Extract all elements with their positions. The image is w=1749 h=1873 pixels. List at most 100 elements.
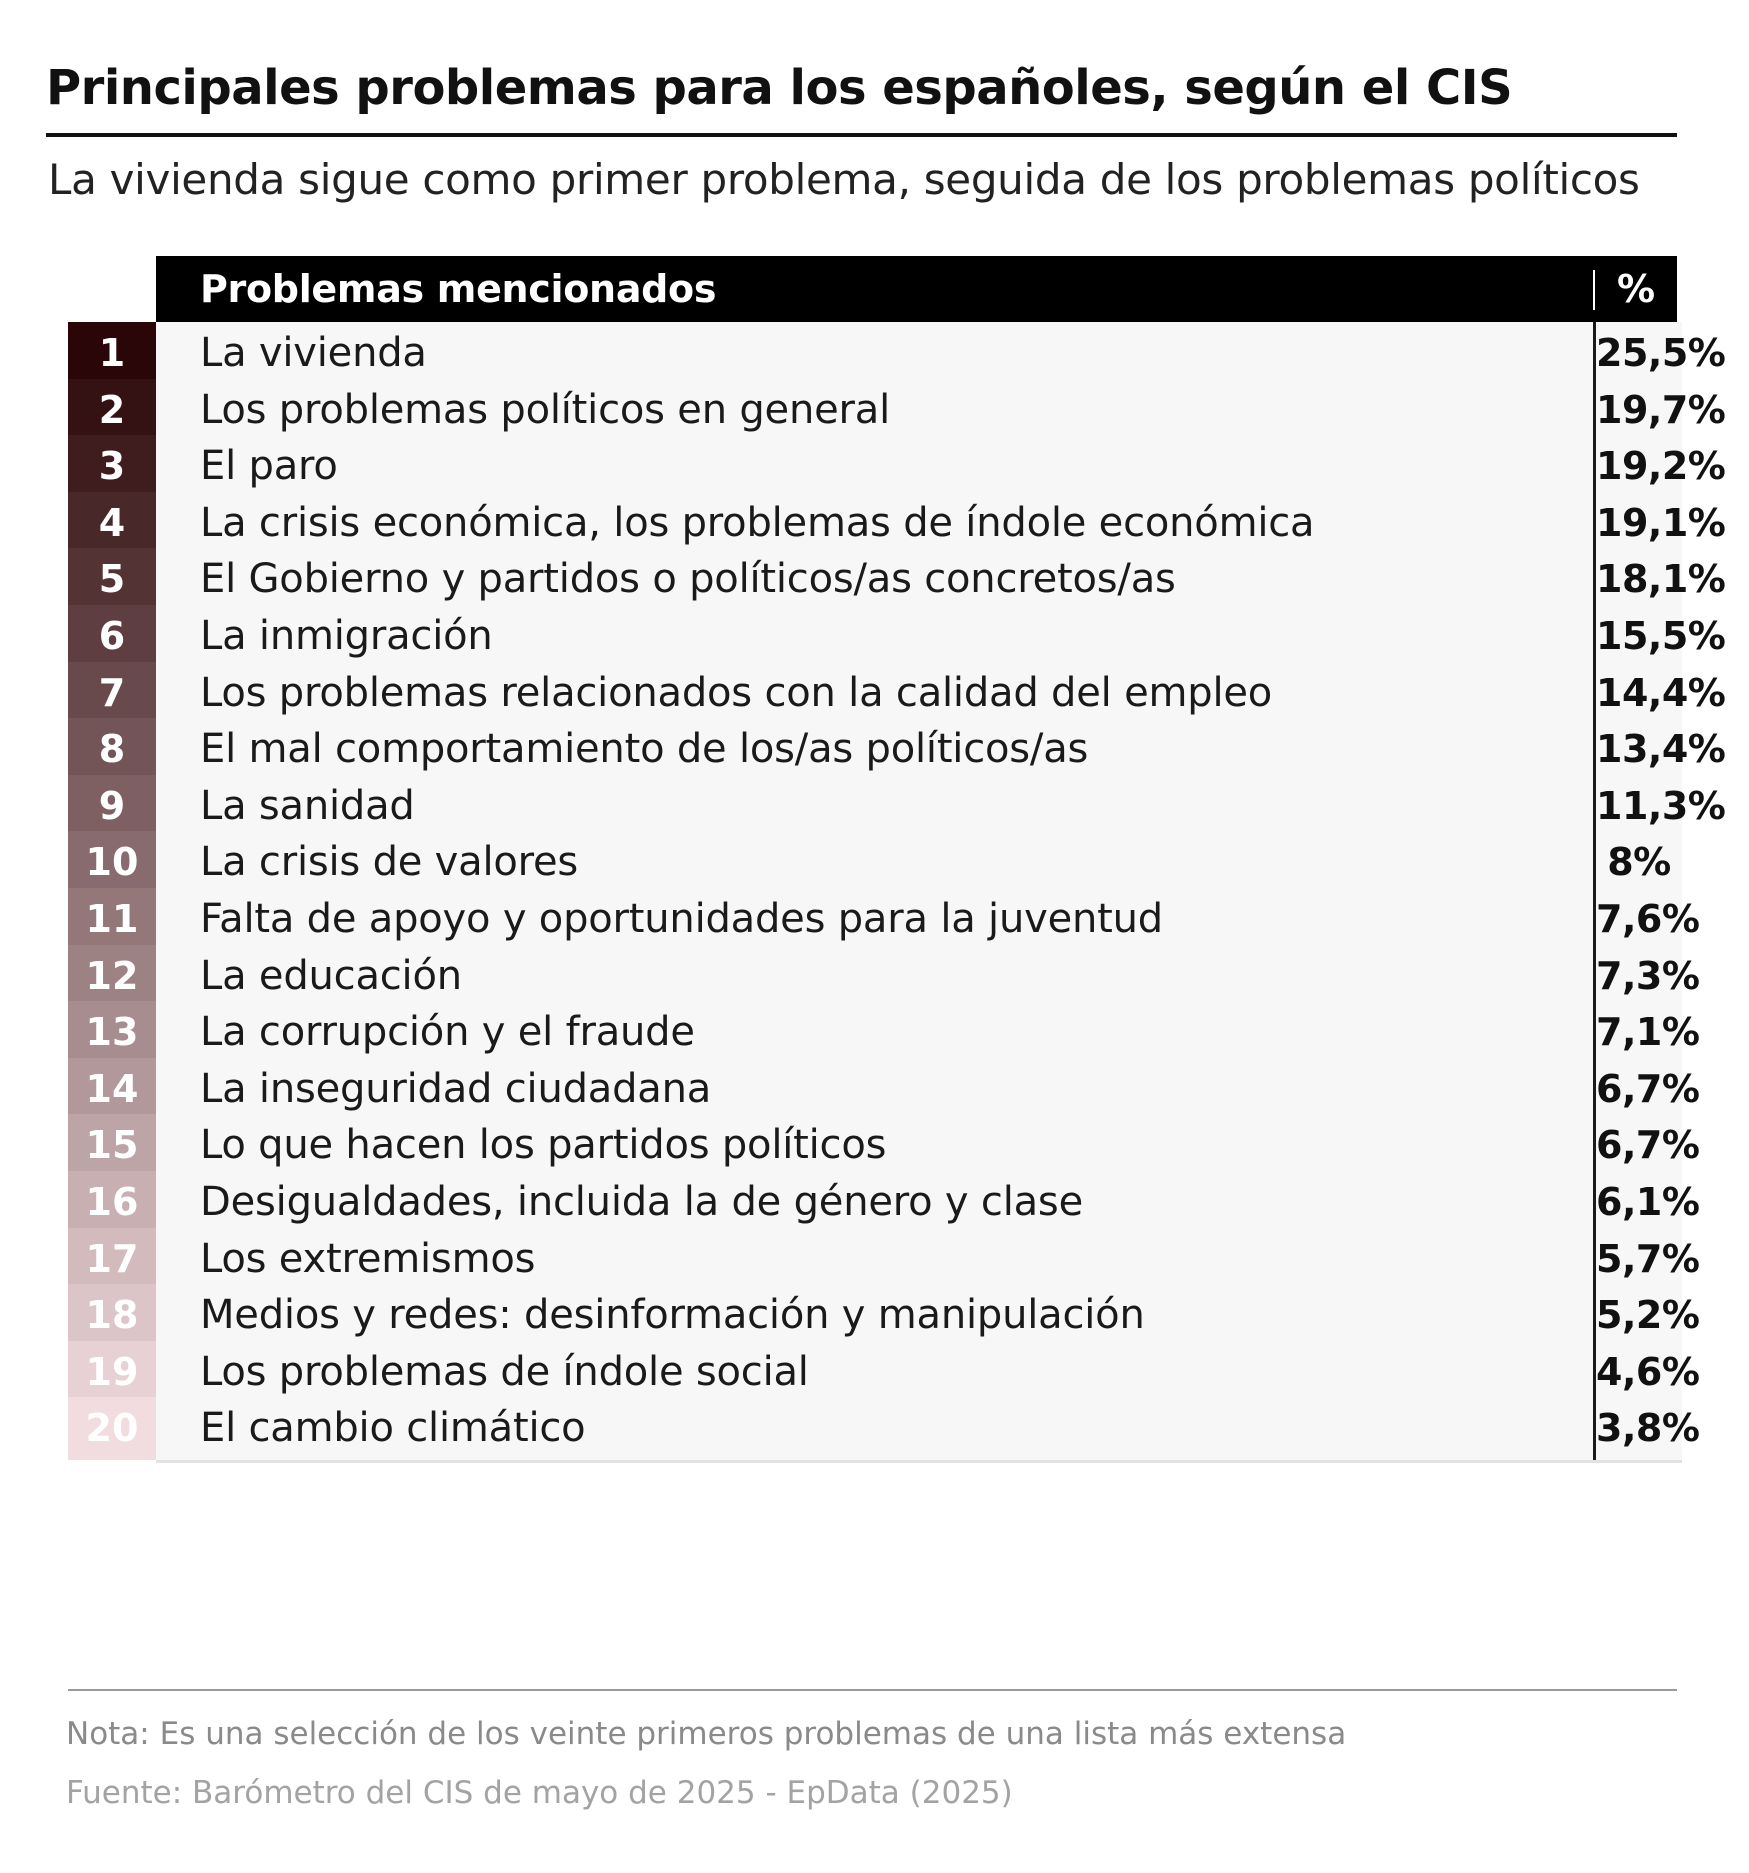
column-separator [1593,605,1596,671]
table-row: 1 La vivienda 25,5% [68,322,1726,388]
rank-badge: 12 [68,944,156,1008]
percent-value: 14,4% [1596,670,1726,715]
percent-value: 5,2% [1596,1293,1700,1338]
column-separator [1593,1227,1596,1294]
percent-cell: 5,2% [1596,1284,1700,1348]
problem-label: Los problemas políticos en general [200,386,890,433]
problem-cell: La crisis de valores [156,831,1593,895]
rank-badge: 15 [68,1114,156,1178]
problem-cell: Los problemas relacionados con la calida… [156,661,1593,725]
rank-badge: 7 [68,661,156,725]
percent-cell: 14,4% [1596,661,1726,725]
table-row: 13 La corrupción y el fraude 7,1% [68,1001,1700,1068]
percent-cell: 7,6% [1596,888,1700,951]
footer-divider [68,1689,1677,1691]
table-row: 16 Desigualdades, incluida la de género y… [68,1171,1700,1237]
problem-label: La crisis económica, los problemas de ín… [200,499,1315,546]
column-separator [1593,661,1596,728]
rank-badge: 1 [68,322,156,385]
percent-value: 18,1% [1596,557,1726,602]
problem-cell: El paro [156,435,1593,499]
problem-label: El paro [200,443,338,490]
percent-value: 7,6% [1596,897,1700,941]
problem-label: Los extremismos [200,1235,536,1282]
problem-cell: Falta de apoyo y oportunidades para la j… [156,888,1593,951]
percent-cell: 8% [1596,831,1682,895]
rank-badge: 20 [68,1397,156,1461]
source-credit: Fuente: Barómetro del CIS de mayo de 202… [66,1775,1013,1811]
rank-badge: 10 [68,831,156,895]
column-separator [1593,1001,1596,1068]
percent-value: 5,7% [1596,1236,1700,1281]
problem-label: La inseguridad ciudadana [200,1065,712,1112]
rank-badge: 18 [68,1284,156,1348]
percent-cell: 5,7% [1596,1227,1700,1291]
rank-badge: 6 [68,605,156,668]
chart-title: Principales problemas para los españoles… [46,60,1513,116]
problem-cell: Los problemas políticos en general [156,378,1593,442]
column-header-problem: Problemas mencionados [200,267,717,311]
chart-subtitle: La vivienda sigue como primer problema, … [48,155,1640,204]
percent-cell: 6,7% [1596,1057,1700,1121]
problem-label: Los problemas relacionados con la calida… [200,669,1273,716]
percent-value: 7,3% [1596,953,1700,998]
problem-label: La vivienda [200,330,427,376]
problem-cell: La inmigración [156,605,1593,668]
percent-value: 11,3% [1596,783,1726,828]
table-row: 3 El paro 19,2% [68,435,1726,502]
rank-badge: 11 [68,888,156,951]
column-separator [1593,774,1596,841]
column-separator [1593,1057,1596,1124]
rank-badge: 13 [68,1001,156,1065]
problem-label: Los problemas de índole social [200,1348,809,1395]
percent-value: 6,7% [1596,1123,1700,1168]
problem-cell: Lo que hacen los partidos políticos [156,1114,1593,1178]
table-row: 20 El cambio climático 3,8% [68,1397,1700,1464]
percent-value: 25,5% [1596,331,1726,375]
problem-label: El mal comportamiento de los/as político… [200,726,1089,773]
problem-label: Lo que hacen los partidos políticos [200,1122,887,1169]
problem-label: La crisis de valores [200,839,579,886]
problem-cell: El mal comportamiento de los/as político… [156,718,1593,782]
percent-cell: 19,2% [1596,435,1726,499]
problem-cell: La inseguridad ciudadana [156,1057,1593,1121]
percent-value: 4,6% [1596,1349,1700,1394]
percent-value: 6,7% [1596,1066,1700,1111]
column-separator [1593,1284,1596,1351]
percent-cell: 25,5% [1596,322,1726,385]
column-separator [1593,1171,1596,1237]
column-separator [1593,718,1596,785]
percent-value: 19,1% [1596,500,1726,545]
percent-cell: 7,3% [1596,944,1700,1008]
rank-badge: 3 [68,435,156,499]
percent-cell: 7,1% [1596,1001,1700,1065]
rank-badge: 2 [68,378,156,442]
table-row: 12 La educación 7,3% [68,944,1700,1011]
problem-cell: Medios y redes: desinformación y manipul… [156,1284,1593,1348]
table-row: 19 Los problemas de índole social 4,6% [68,1340,1700,1407]
problem-cell: El cambio climático [156,1397,1593,1461]
problem-label: Desigualdades, incluida la de género y c… [200,1179,1083,1225]
problem-cell: La crisis económica, los problemas de ín… [156,491,1593,555]
percent-value: 8% [1607,840,1671,885]
problem-label: Falta de apoyo y oportunidades para la j… [200,896,1163,942]
table-row: 7 Los problemas relacionados con la calid… [68,661,1726,728]
rank-badge: 8 [68,718,156,782]
problem-label: La corrupción y el fraude [200,1009,695,1056]
title-divider [46,133,1677,137]
column-separator [1593,435,1596,502]
problem-cell: El Gobierno y partidos o políticos/as co… [156,548,1593,612]
header-separator [1593,270,1595,310]
rank-badge: 19 [68,1340,156,1404]
percent-value: 6,1% [1596,1180,1700,1224]
percent-cell: 19,7% [1596,378,1726,442]
rank-badge: 14 [68,1057,156,1121]
problem-label: El cambio climático [200,1405,586,1452]
rank-badge: 4 [68,491,156,555]
problem-cell: La corrupción y el fraude [156,1001,1593,1065]
column-separator [1593,888,1596,954]
problem-cell: La sanidad [156,774,1593,838]
table-row: 2 Los problemas políticos en general 19,7% [68,378,1726,445]
row-divider [156,1460,1682,1464]
column-separator [1593,378,1596,445]
